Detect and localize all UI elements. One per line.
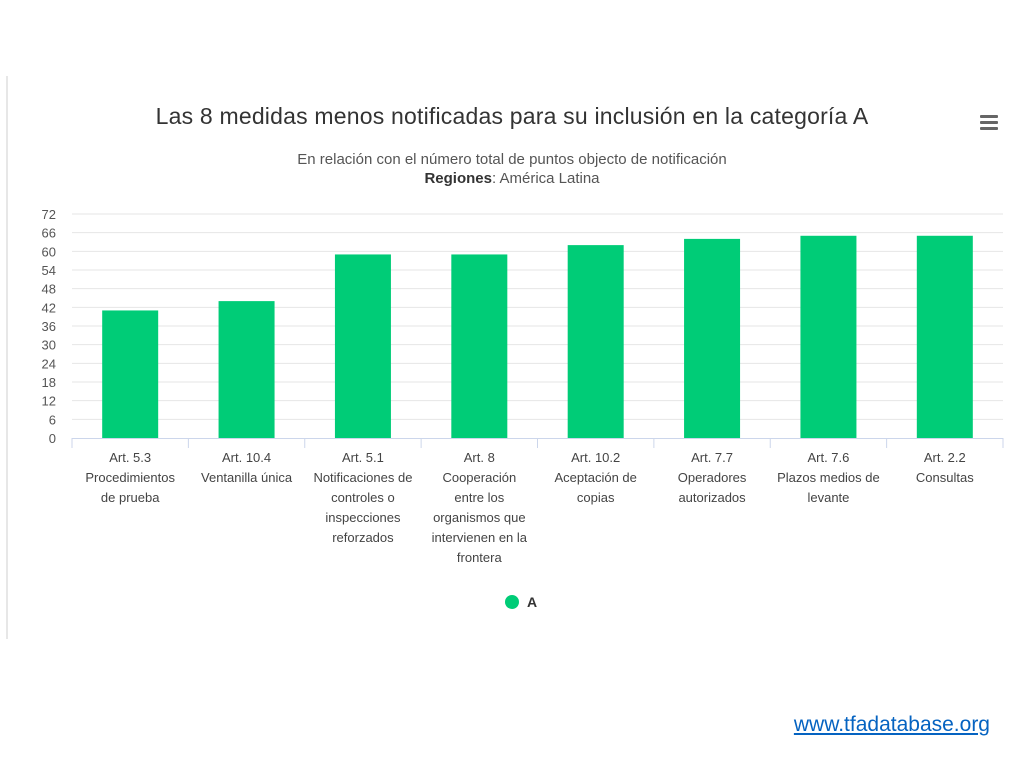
legend-item-a[interactable]: A: [505, 594, 537, 610]
x-tick-label-line: Art. 2.2: [924, 450, 966, 465]
subtitle-line-1: En relación con el número total de punto…: [297, 151, 727, 168]
legend-marker: [505, 595, 519, 609]
y-tick-label: 0: [49, 431, 56, 446]
subtitle-region-value: : América Latina: [491, 170, 600, 187]
x-tick-label-line: Art. 8: [464, 450, 495, 465]
x-tick-label-line: controles o: [331, 490, 395, 505]
chart-title: Las 8 medidas menos notificadas para su …: [155, 103, 869, 129]
x-tick-label-line: Notificaciones de: [313, 470, 412, 485]
y-tick-label: 60: [42, 244, 56, 259]
x-tick-label-line: Art. 10.4: [222, 450, 271, 465]
y-tick-label: 18: [42, 375, 56, 390]
x-tick-label-line: levante: [807, 490, 849, 505]
x-tick-label-line: Art. 7.7: [691, 450, 733, 465]
x-tick-label-line: Consultas: [916, 470, 974, 485]
x-tick-label-line: Operadores: [678, 470, 747, 485]
y-tick-label: 24: [42, 356, 56, 371]
bar: [916, 235, 973, 438]
x-tick-label-line: Art. 5.3: [109, 450, 151, 465]
y-tick-label: 36: [42, 319, 56, 334]
x-tick-label-line: frontera: [457, 550, 503, 565]
x-tick-label-line: de prueba: [101, 490, 160, 505]
bar: [102, 310, 159, 438]
y-tick-label: 12: [42, 394, 56, 409]
bar: [451, 254, 508, 438]
x-tick-label: Art. 7.6 Plazos medios de levante: [777, 450, 880, 505]
x-tick-label-line: Art. 5.1: [342, 450, 384, 465]
x-tick-label: Art. 2.2 Consultas: [916, 450, 974, 485]
x-tick-label-line: Procedimientos: [85, 470, 175, 485]
x-tick-label: Art. 5.1 Notificaciones de controles o insp…: [313, 450, 412, 545]
x-tick-label-line: intervienen en la: [432, 530, 528, 545]
legend-label: A: [527, 594, 538, 610]
x-tick-label-line: autorizados: [678, 490, 746, 505]
bar: [800, 235, 857, 438]
x-tick-label-line: Aceptación de: [554, 470, 636, 485]
x-tick-label: Art. 10.4 Ventanilla única: [201, 450, 293, 485]
y-tick-label: 72: [42, 207, 56, 222]
x-tick-label-line: Art. 7.6: [807, 450, 849, 465]
x-tick-label-line: inspecciones: [325, 510, 401, 525]
x-tick-label: Art. 7.7 Operadores autorizados: [678, 450, 747, 505]
y-tick-label: 30: [42, 338, 56, 353]
x-tick-label-line: Cooperación: [442, 470, 516, 485]
y-tick-label: 42: [42, 300, 56, 315]
x-tick-label-line: entre los: [454, 490, 504, 505]
bar: [684, 238, 741, 438]
hamburger-menu-icon[interactable]: [978, 112, 1002, 134]
x-tick-label: Art. 5.3 Procedimientos de prueba: [85, 450, 175, 505]
subtitle-region-label: Regiones: [424, 170, 492, 187]
x-tick-label-line: Plazos medios de: [777, 470, 880, 485]
y-tick-label: 54: [42, 263, 56, 278]
chart-subtitle: En relación con el número total de punto…: [0, 150, 1024, 188]
x-tick-label-line: Art. 10.2: [571, 450, 620, 465]
y-tick-label: 48: [42, 282, 56, 297]
x-tick-label-line: Ventanilla única: [201, 470, 293, 485]
subtitle-line-2: Regiones: América Latina: [0, 169, 1024, 188]
x-tick-label: Art. 10.2 Aceptación de copias: [554, 450, 636, 505]
x-tick-label-line: copias: [577, 490, 615, 505]
y-tick-label: 66: [42, 226, 56, 241]
x-tick-label-line: organismos que: [433, 510, 526, 525]
y-tick-label: 6: [49, 412, 56, 427]
bar: [567, 245, 624, 438]
x-tick-label: Art. 8 Cooperación entre los organismos que…: [432, 450, 528, 565]
x-tick-label-line: reforzados: [332, 530, 394, 545]
website-link[interactable]: www.tfadatabase.org: [793, 713, 990, 736]
bar: [334, 254, 391, 438]
bar: [218, 301, 275, 438]
